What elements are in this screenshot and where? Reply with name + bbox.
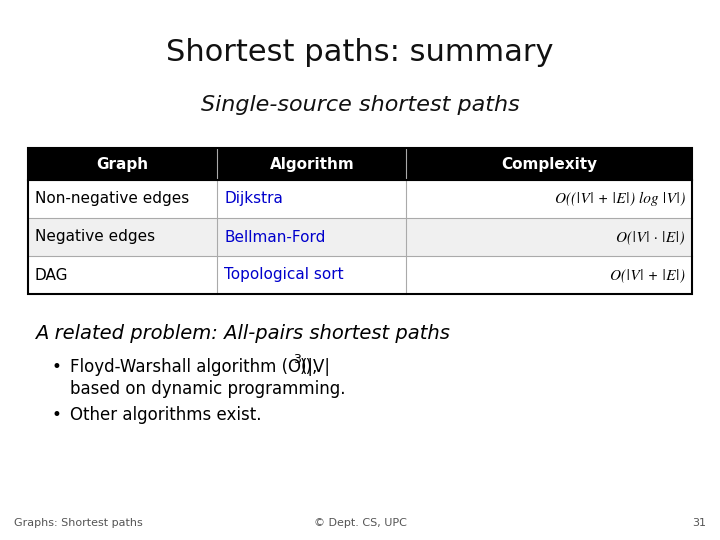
Text: O(|V| + |E|): O(|V| + |E|)	[610, 268, 685, 282]
Bar	[28, 218, 692, 256]
Text: •: •	[52, 406, 62, 424]
Text: 3: 3	[293, 353, 301, 366]
Text: Other algorithms exist.: Other algorithms exist.	[70, 406, 261, 424]
Text: © Dept. CS, UPC: © Dept. CS, UPC	[314, 518, 406, 528]
Text: )),: )),	[300, 358, 318, 376]
Text: Non-negative edges: Non-negative edges	[35, 192, 189, 206]
Bar	[28, 148, 692, 180]
Text: DAG: DAG	[35, 267, 68, 282]
Text: based on dynamic programming.: based on dynamic programming.	[70, 380, 346, 398]
Text: 31: 31	[692, 518, 706, 528]
Text: Bellman-Ford: Bellman-Ford	[224, 230, 325, 245]
Text: Complexity: Complexity	[501, 157, 598, 172]
Bar	[28, 256, 692, 294]
Bar	[28, 148, 692, 294]
Text: Graphs: Shortest paths: Graphs: Shortest paths	[14, 518, 143, 528]
Text: •: •	[52, 358, 62, 376]
Text: O((|V| + |E|) log |V|): O((|V| + |E|) log |V|)	[554, 192, 685, 206]
Bar	[28, 180, 692, 218]
Text: Single-source shortest paths: Single-source shortest paths	[201, 95, 519, 115]
Text: Floyd-Warshall algorithm (O(|V|: Floyd-Warshall algorithm (O(|V|	[70, 358, 330, 376]
Text: A related problem: All-pairs shortest paths: A related problem: All-pairs shortest pa…	[35, 324, 450, 343]
Text: Algorithm: Algorithm	[269, 157, 354, 172]
Text: Shortest paths: summary: Shortest paths: summary	[166, 38, 554, 67]
Text: Negative edges: Negative edges	[35, 230, 155, 245]
Text: O(|V| · |E|): O(|V| · |E|)	[616, 230, 685, 244]
Text: Dijkstra: Dijkstra	[224, 192, 283, 206]
Text: Topological sort: Topological sort	[224, 267, 344, 282]
Text: Graph: Graph	[96, 157, 149, 172]
